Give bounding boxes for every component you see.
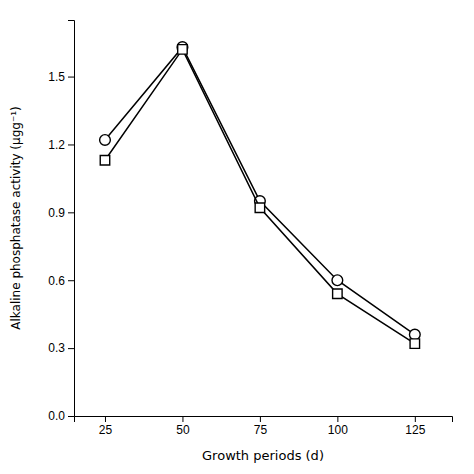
point-marker [333,289,342,298]
tick: 0.9 [48,206,74,220]
tick-mark [182,416,183,422]
tick: 0.3 [48,341,74,355]
plot: 25 50 75 100 125 0.0 0.3 0.6 0.9 1.2 1.5 [48,21,452,437]
point-marker [332,275,343,286]
tick-label: 125 [405,423,425,437]
x-axis: 25 50 75 100 125 [75,416,453,437]
tick: 25 [99,416,113,437]
series-group [100,42,421,349]
tick-mark [68,144,74,145]
y-axis-title: Alkaline phosphatase activity (μgg⁻¹) [9,106,23,329]
tick-label: 0.0 [48,409,65,423]
series-line [105,49,415,343]
tick-mark [68,416,74,417]
tick: 50 [176,416,190,437]
tick: 100 [328,416,348,437]
tick-label: 25 [99,423,113,437]
tick-label: 50 [176,423,190,437]
point-marker [255,203,264,212]
tick-mark [68,212,74,213]
series-line [105,47,415,334]
tick: 1.5 [48,70,74,84]
point-marker [100,156,109,165]
tick-mark [68,77,74,78]
tick-mark [68,348,74,349]
chart: 25 50 75 100 125 0.0 0.3 0.6 0.9 1.2 1.5 Growth per… [0,0,474,474]
tick-mark [260,416,261,422]
tick: 75 [254,416,268,437]
tick-label: 1.2 [48,138,65,152]
x-axis-title: Growth periods (d) [202,448,324,463]
point-marker [410,339,419,348]
tick: 0.0 [48,409,74,423]
tick-label: 0.6 [48,274,65,288]
tick-mark [337,416,338,422]
tick: 0.6 [48,274,74,288]
axis-line [75,417,453,423]
tick-mark [415,416,416,422]
tick: 1.2 [48,138,74,152]
tick-label: 1.5 [48,70,65,84]
point-marker [100,135,111,146]
tick: 125 [405,416,425,437]
axis-line [68,21,75,417]
tick-label: 100 [328,423,348,437]
tick-mark [105,416,106,422]
y-axis: 0.0 0.3 0.6 0.9 1.2 1.5 [48,21,74,424]
tick-label: 0.9 [48,206,65,220]
tick-label: 0.3 [48,341,65,355]
point-marker [178,45,187,54]
tick-label: 75 [254,423,268,437]
tick-mark [68,280,74,281]
